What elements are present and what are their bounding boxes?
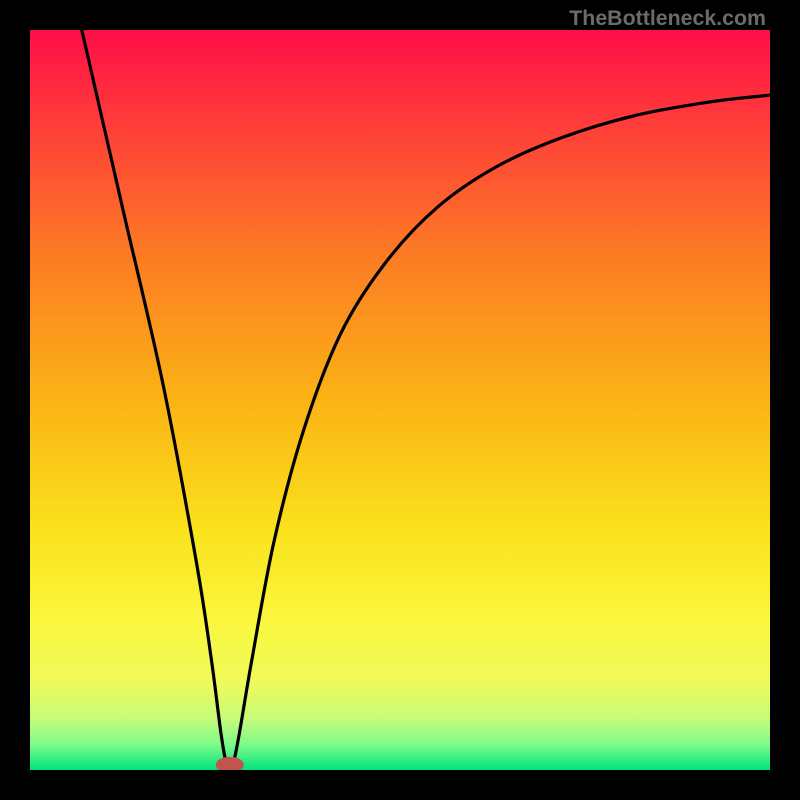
watermark-text: TheBottleneck.com [569, 6, 766, 31]
optimum-marker [216, 757, 244, 770]
chart-container: TheBottleneck.com [0, 0, 800, 800]
plot-area [30, 30, 770, 770]
bottleneck-curve [30, 30, 770, 770]
